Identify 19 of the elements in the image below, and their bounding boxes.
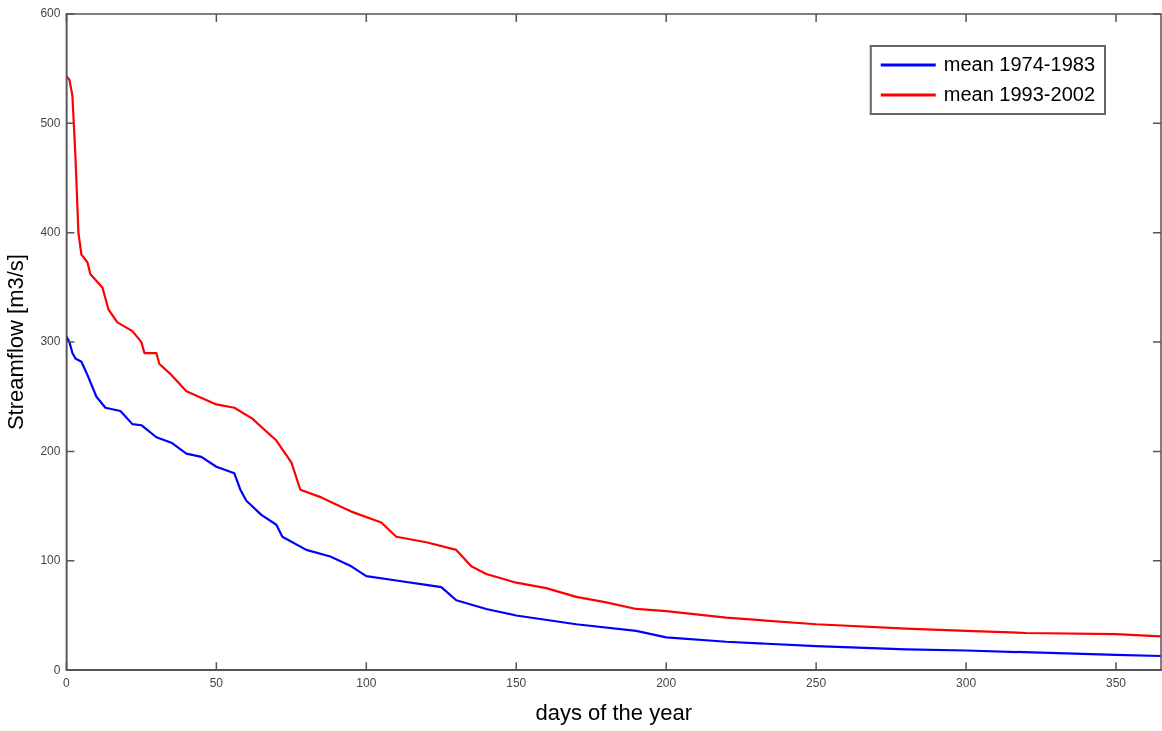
y-tick-label: 200 [40,443,61,458]
y-tick-label: 100 [40,553,61,568]
y-tick-label: 400 [40,225,61,240]
x-axis-title: days of the year [535,699,692,725]
x-tick-label: 200 [656,675,677,690]
legend-label: mean 1974-1983 [943,52,1095,75]
x-tick-label: 300 [956,675,977,690]
x-tick-label: 150 [506,675,527,690]
x-tick-label: 350 [1106,675,1127,690]
y-tick-label: 600 [40,6,61,21]
y-tick-label: 0 [53,662,61,677]
x-tick-label: 0 [63,675,71,690]
x-tick-label: 250 [806,675,827,690]
x-tick-label: 100 [356,675,377,690]
y-tick-label: 500 [40,115,61,130]
legend-label: mean 1993-2002 [943,82,1095,105]
y-tick-label: 300 [40,334,61,349]
y-axis-title: Streamflow [m3/s] [3,254,29,431]
x-tick-label: 50 [209,675,224,690]
